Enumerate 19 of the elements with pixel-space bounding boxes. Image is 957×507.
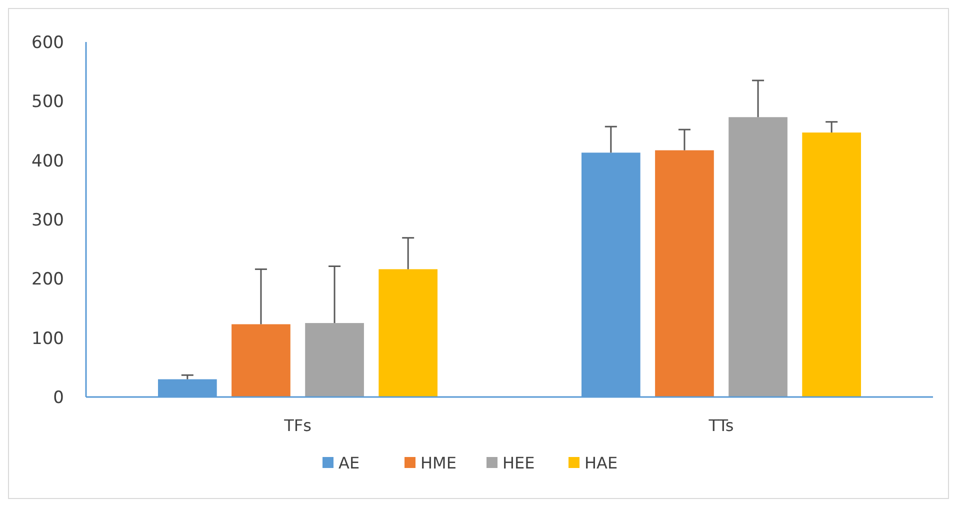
bar	[728, 117, 788, 397]
y-tick-label: 200	[32, 270, 64, 290]
bar	[802, 132, 862, 397]
y-tick-label: 0	[53, 388, 64, 408]
x-tick-label: TFs	[283, 416, 312, 435]
bar	[655, 150, 714, 397]
legend-label: HME	[420, 454, 456, 473]
legend-label: AE	[338, 454, 360, 473]
bar	[378, 269, 438, 397]
y-tick-label: 600	[32, 32, 64, 53]
y-tick-label: 400	[32, 151, 64, 172]
y-tick-label: 100	[32, 328, 64, 349]
x-tick-label: TTs	[708, 416, 734, 435]
legend-label: HEE	[502, 454, 535, 473]
legend-label: HAE	[584, 454, 618, 473]
y-tick-label: 500	[32, 92, 64, 112]
bar	[305, 323, 364, 397]
y-tick-label: 300	[32, 210, 64, 230]
bar	[232, 324, 290, 397]
